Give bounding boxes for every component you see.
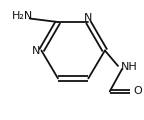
Text: NH: NH <box>121 62 138 72</box>
Text: O: O <box>134 86 142 96</box>
Text: N: N <box>32 45 40 56</box>
Text: N: N <box>84 13 92 23</box>
Text: H₂N: H₂N <box>12 11 33 21</box>
